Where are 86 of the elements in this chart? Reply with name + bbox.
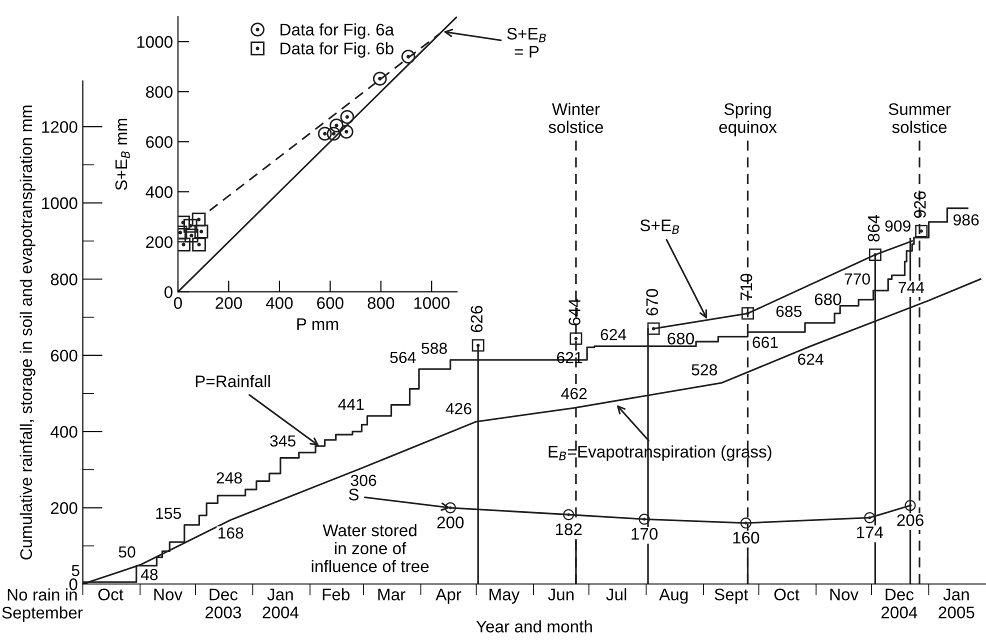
data-label: 200 bbox=[437, 516, 464, 528]
data-label: 864 bbox=[868, 214, 880, 242]
data-label: 670 bbox=[646, 289, 658, 316]
y-tick-label: 1200 bbox=[42, 121, 78, 133]
x-tick-label: 600 bbox=[317, 297, 344, 309]
x-tick-label: Nov bbox=[830, 588, 859, 600]
annotation: 680 bbox=[814, 293, 842, 306]
x-tick-label: Sept bbox=[714, 588, 748, 604]
data-label: 909 bbox=[885, 220, 910, 232]
data-label: 170 bbox=[632, 528, 658, 540]
data-label: 50 bbox=[118, 546, 136, 558]
y-tick-label: 200 bbox=[50, 502, 78, 514]
x-tick-label: Aug bbox=[659, 588, 688, 604]
x-tick-label: 1000 bbox=[414, 297, 450, 309]
y-tick-label: 0 bbox=[164, 286, 172, 298]
x-tick-label: Dec 2003 bbox=[205, 588, 242, 618]
y-tick-label: 600 bbox=[51, 350, 78, 362]
y-tick-label: 400 bbox=[50, 426, 78, 438]
data-label: 588 bbox=[422, 342, 447, 354]
data-label: 564 bbox=[390, 352, 416, 364]
x-tick-label: Feb bbox=[322, 588, 350, 600]
y-tick-label: 200 bbox=[146, 236, 172, 248]
y-tick-label: 400 bbox=[146, 186, 172, 198]
data-label: 345 bbox=[270, 435, 296, 447]
x-tick-label: Oct bbox=[98, 588, 124, 600]
y-tick-label: 0 bbox=[69, 578, 78, 590]
x-tick-label: 800 bbox=[368, 297, 394, 309]
data-label: 685 bbox=[776, 306, 802, 318]
data-label: 441 bbox=[338, 398, 364, 410]
x-tick-label: Nov bbox=[154, 588, 183, 600]
x-tick-label: Dec 2004 bbox=[881, 588, 918, 618]
x-tick-label: Jun bbox=[548, 588, 574, 600]
y-tick-label: 800 bbox=[50, 274, 78, 286]
y-axis-title: Cumulative rainfall, storage in soil and evapotranspiration mm bbox=[20, 106, 36, 560]
ref-line-label: Spring equinox bbox=[719, 102, 777, 136]
annotation: S bbox=[348, 488, 359, 500]
y-tick-label: 800 bbox=[146, 86, 172, 98]
ref-line-label: Winter solstice bbox=[548, 102, 604, 133]
x-axis-title: P mm bbox=[297, 318, 338, 330]
data-label: 644 bbox=[568, 298, 580, 326]
x-tick-label: 400 bbox=[266, 297, 293, 309]
data-label: 710 bbox=[740, 274, 752, 300]
data-label: 624 bbox=[600, 328, 626, 340]
x-tick-label: 200 bbox=[216, 297, 242, 309]
x-tick-label: Jul bbox=[606, 588, 626, 600]
data-label: 624 bbox=[798, 354, 824, 365]
data-label: 986 bbox=[954, 214, 979, 226]
data-label: 306 bbox=[350, 474, 376, 486]
data-label: 248 bbox=[216, 472, 242, 484]
data-label: 160 bbox=[733, 532, 760, 544]
y-tick-label: 600 bbox=[146, 136, 172, 148]
data-label: 182 bbox=[556, 523, 582, 536]
text: No rain in September bbox=[2, 588, 83, 622]
annotation: S+E$_{B}$ bbox=[640, 219, 680, 234]
data-label: 168 bbox=[218, 527, 244, 539]
annotation: P=Rainfall bbox=[196, 375, 270, 388]
x-tick-label: Mar bbox=[378, 588, 406, 600]
x-tick-label: 0 bbox=[174, 297, 182, 309]
data-label: 426 bbox=[446, 403, 472, 414]
legend-label: Data for Fig. 6b bbox=[280, 42, 394, 58]
y-tick-label: 1000 bbox=[137, 36, 172, 48]
data-label: 770 bbox=[844, 273, 870, 285]
data-label: 661 bbox=[752, 336, 778, 348]
x-tick-label: Oct bbox=[774, 588, 800, 600]
data-label: 5 bbox=[72, 565, 80, 576]
x-tick-label: Jan 2004 bbox=[262, 588, 299, 618]
x-tick-label: Apr bbox=[436, 588, 462, 604]
data-label: 926 bbox=[914, 192, 926, 218]
y-tick-label: 1000 bbox=[42, 197, 78, 210]
data-label: 528 bbox=[692, 364, 718, 376]
annotation: S+E$_{B}$ = P bbox=[507, 28, 546, 58]
annotation: Water stored in zone of influence of tree bbox=[312, 524, 429, 572]
data-label: 744 bbox=[898, 282, 924, 293]
annotation: 680 bbox=[668, 332, 694, 344]
data-label: 462 bbox=[561, 388, 587, 400]
data-label: 174 bbox=[857, 526, 884, 538]
data-label: 626 bbox=[470, 306, 483, 332]
data-label: 48 bbox=[140, 568, 158, 580]
x-axis-title: Year and month bbox=[476, 620, 592, 632]
data-label: 155 bbox=[156, 508, 181, 519]
x-tick-label: May bbox=[490, 588, 520, 604]
y-axis-title: S+E$_{B}$ mm bbox=[115, 118, 130, 190]
legend-label: Data for Fig. 6a bbox=[280, 23, 394, 39]
ref-line-label: Summer solstice bbox=[888, 103, 951, 133]
x-tick-label: Jan 2005 bbox=[938, 588, 974, 618]
data-label: 206 bbox=[897, 514, 924, 526]
